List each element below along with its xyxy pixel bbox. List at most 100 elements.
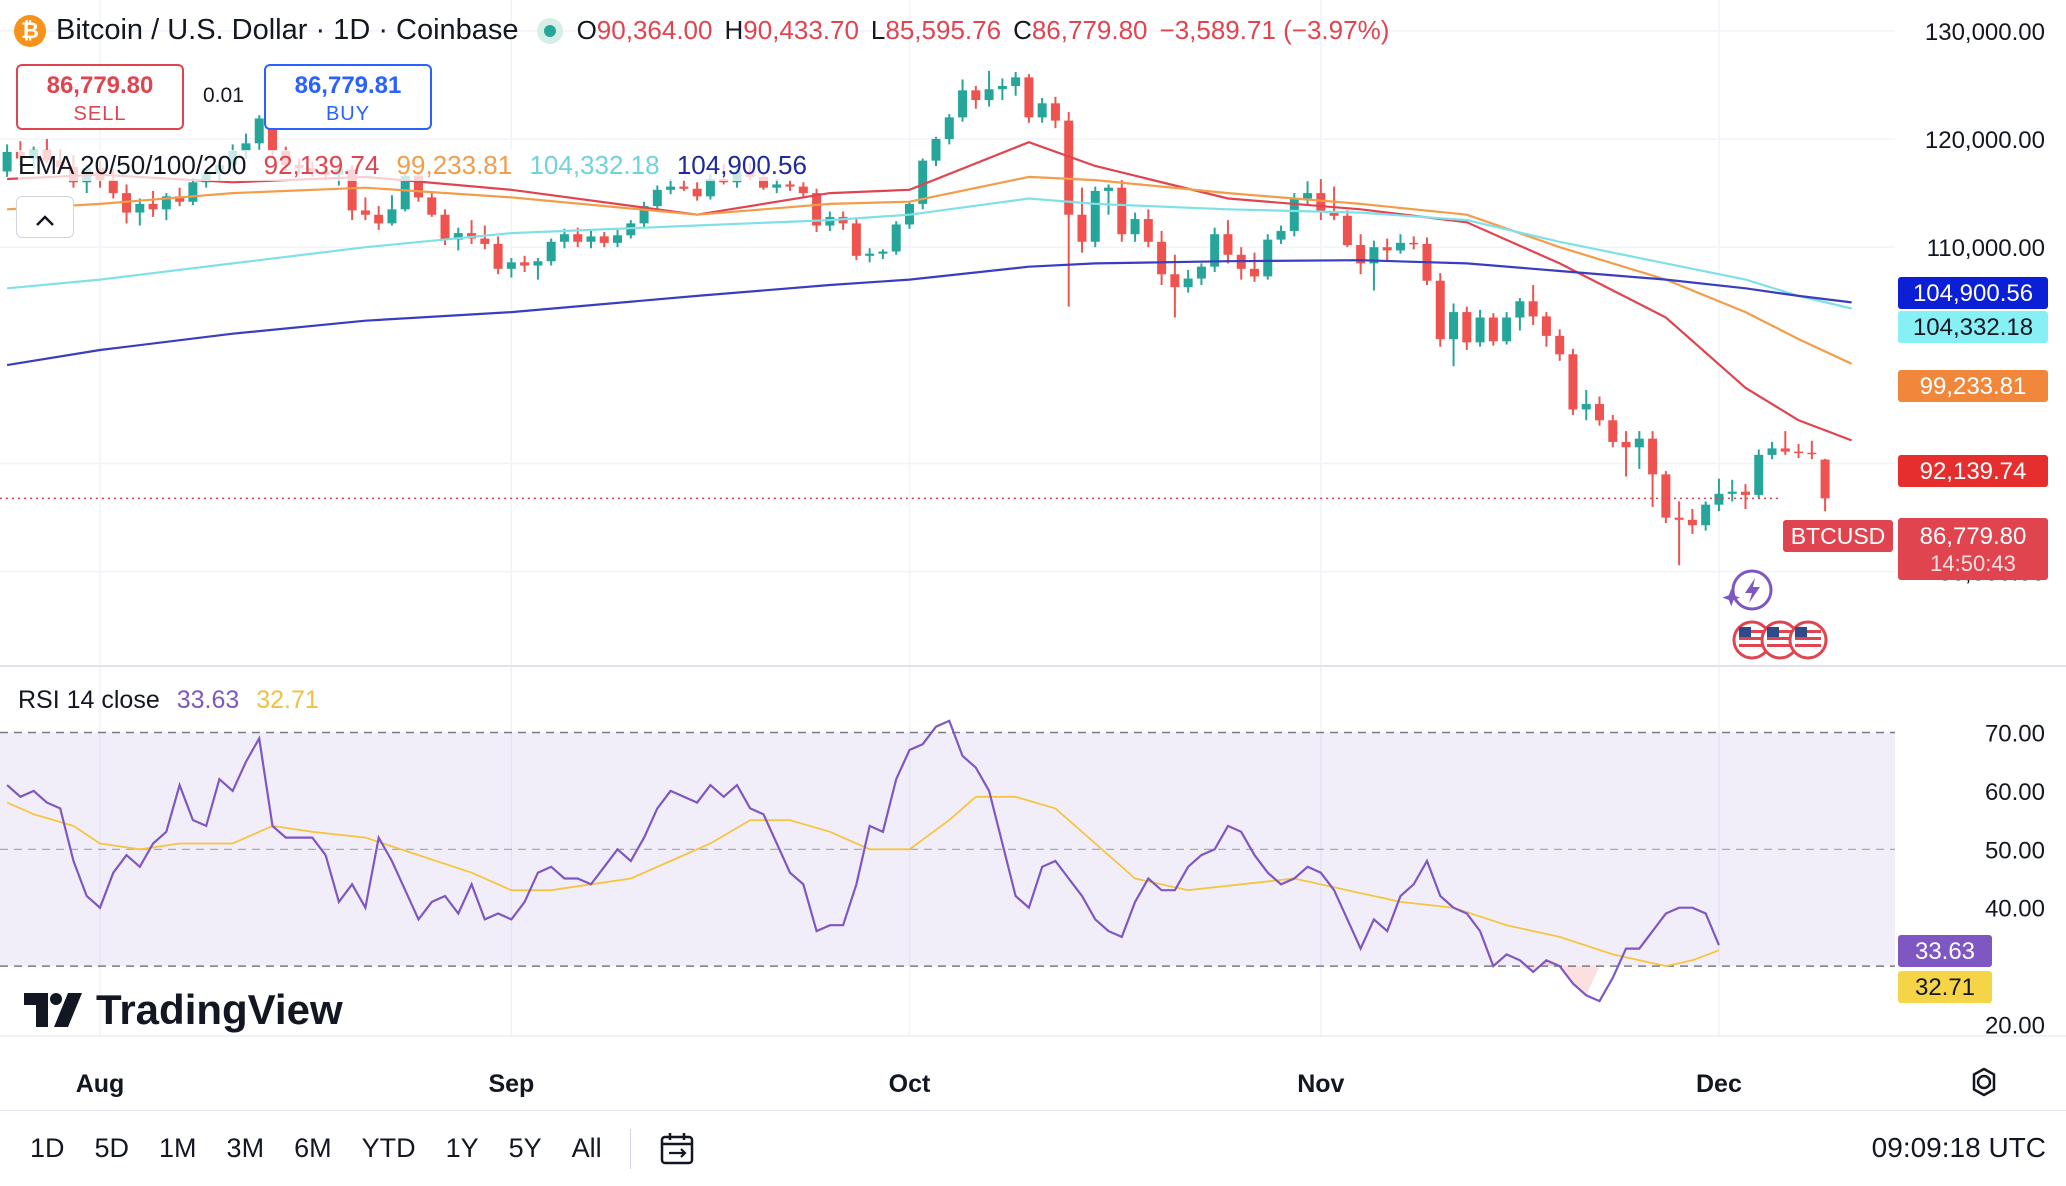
ema200-value: 104,900.56 xyxy=(676,150,807,180)
ema-line xyxy=(6,259,1852,367)
tradingview-logo-icon xyxy=(24,993,82,1027)
ema20-value: 92,139.74 xyxy=(263,150,380,180)
candle-body xyxy=(108,180,118,194)
candle-body xyxy=(347,169,357,211)
candle-body xyxy=(1090,190,1100,242)
candle-body xyxy=(1024,77,1034,118)
y-tick-label: 130,000.00 xyxy=(1925,19,2045,46)
range-ytd-button[interactable]: YTD xyxy=(361,1133,416,1163)
candle-body xyxy=(1356,245,1366,264)
candle-body xyxy=(1130,219,1140,235)
x-tick-label: Aug xyxy=(76,1070,125,1098)
last-price-tag-bg xyxy=(1898,518,2048,580)
symbol-title[interactable]: Bitcoin / U.S. Dollar · 1D · Coinbase xyxy=(56,14,519,46)
candle-body xyxy=(1502,317,1512,342)
candle-body xyxy=(785,184,795,187)
candle-body xyxy=(1077,214,1087,242)
range-1y-button[interactable]: 1Y xyxy=(445,1133,479,1163)
sell-label: SELL xyxy=(73,103,127,125)
candle-body xyxy=(599,236,609,243)
ema-price-tag-bg xyxy=(1898,370,2048,402)
candle-body xyxy=(1740,491,1750,495)
candle-body xyxy=(1714,493,1724,505)
range-1m-button[interactable]: 1M xyxy=(159,1133,197,1163)
ohlc-low: L85,595.76 xyxy=(870,15,1002,45)
ema-line xyxy=(7,175,1853,365)
sell-button[interactable]: 86,779.80 SELL xyxy=(16,64,184,130)
rsi-y-tick-label: 60.00 xyxy=(1985,779,2045,806)
us-flag-event-icon[interactable] xyxy=(1788,620,1828,660)
rsi-legend[interactable]: RSI 14 close 33.63 32.71 xyxy=(18,686,329,715)
ema100-value: 104,332.18 xyxy=(529,150,660,180)
candle-body xyxy=(825,216,835,226)
candle-body xyxy=(1196,266,1206,279)
candle-body xyxy=(1037,103,1047,118)
candle-body xyxy=(679,186,689,189)
candle-body xyxy=(613,235,623,243)
toolbar-divider xyxy=(629,1128,631,1169)
spread-value: 0.01 xyxy=(203,84,244,107)
calendar-range-icon[interactable] xyxy=(659,1131,697,1167)
candle-body xyxy=(453,233,463,240)
ema-price-tag-bg xyxy=(1898,455,2048,487)
rsi-series-line xyxy=(6,719,1720,1003)
ema-line xyxy=(6,197,1852,310)
range-5y-button[interactable]: 5Y xyxy=(508,1133,542,1163)
collapse-legend-button[interactable] xyxy=(16,196,74,238)
candle-body xyxy=(1634,438,1644,448)
candle-body xyxy=(692,188,702,197)
x-tick-label: Nov xyxy=(1297,1070,1344,1098)
us-flag-event-icon[interactable] xyxy=(1760,620,1800,660)
candle-body xyxy=(520,262,530,266)
buy-price: 86,779.81 xyxy=(294,72,402,99)
candle-body xyxy=(1050,103,1060,121)
range-6m-button[interactable]: 6M xyxy=(294,1133,332,1163)
candle-body xyxy=(1608,420,1618,442)
price-change: −3,589.71 (−3.97%) xyxy=(1159,15,1390,45)
ema-legend[interactable]: EMA 20/50/100/200 92,139.74 99,233.81 10… xyxy=(18,150,817,181)
candle-body xyxy=(1382,247,1392,251)
candle-body xyxy=(493,243,503,269)
candle-body xyxy=(559,234,569,242)
live-status-icon xyxy=(536,17,563,44)
candle-body xyxy=(188,182,198,202)
candle-body xyxy=(413,175,423,198)
flash-icon[interactable] xyxy=(1722,569,1773,611)
candle-body xyxy=(878,251,888,254)
candle-body xyxy=(1555,335,1565,355)
tradingview-logo[interactable]: TradingView xyxy=(24,986,343,1034)
candle-body xyxy=(984,89,994,101)
ohlc-high: H90,433.70 xyxy=(724,15,859,45)
candle-body xyxy=(1621,441,1631,448)
us-flag-event-icon[interactable] xyxy=(1732,620,1772,660)
chart-area[interactable]: AugSepOctNovDec80,000.0090,000.00110,000… xyxy=(0,0,2066,1110)
range-1d-button[interactable]: 1D xyxy=(30,1133,65,1163)
candle-body xyxy=(1754,454,1764,495)
candle-body xyxy=(1581,404,1591,410)
candle-body xyxy=(705,179,715,197)
buy-button[interactable]: 86,779.81 BUY xyxy=(264,64,432,130)
symbol-tag: BTCUSD xyxy=(1791,523,1886,549)
candle-body xyxy=(161,196,171,210)
candle-body xyxy=(639,206,649,224)
range-all-button[interactable]: All xyxy=(571,1133,602,1163)
rsi-value: 33.63 xyxy=(176,686,240,714)
rsi-value-tag-bg xyxy=(1898,935,1992,967)
candle-body xyxy=(1249,268,1259,277)
rsi-ma-value: 32.71 xyxy=(256,686,319,714)
candle-body xyxy=(759,176,768,188)
range-5d-button[interactable]: 5D xyxy=(94,1133,130,1163)
settings-gear-icon[interactable] xyxy=(1968,1066,2000,1098)
candle-body xyxy=(506,262,516,269)
range-3m-button[interactable]: 3M xyxy=(226,1133,265,1163)
candle-body xyxy=(666,186,676,190)
utc-clock[interactable]: 09:09:18 UTC xyxy=(1871,1132,2046,1163)
candle-body xyxy=(546,241,556,262)
candle-body xyxy=(1303,193,1313,199)
candle-body xyxy=(652,189,662,207)
candle-body xyxy=(1528,301,1538,317)
candle-body xyxy=(1117,187,1127,235)
candle-body xyxy=(1316,193,1326,212)
candle-body xyxy=(1701,504,1711,526)
rsi-y-tick-label: 20.00 xyxy=(1985,1012,2045,1039)
